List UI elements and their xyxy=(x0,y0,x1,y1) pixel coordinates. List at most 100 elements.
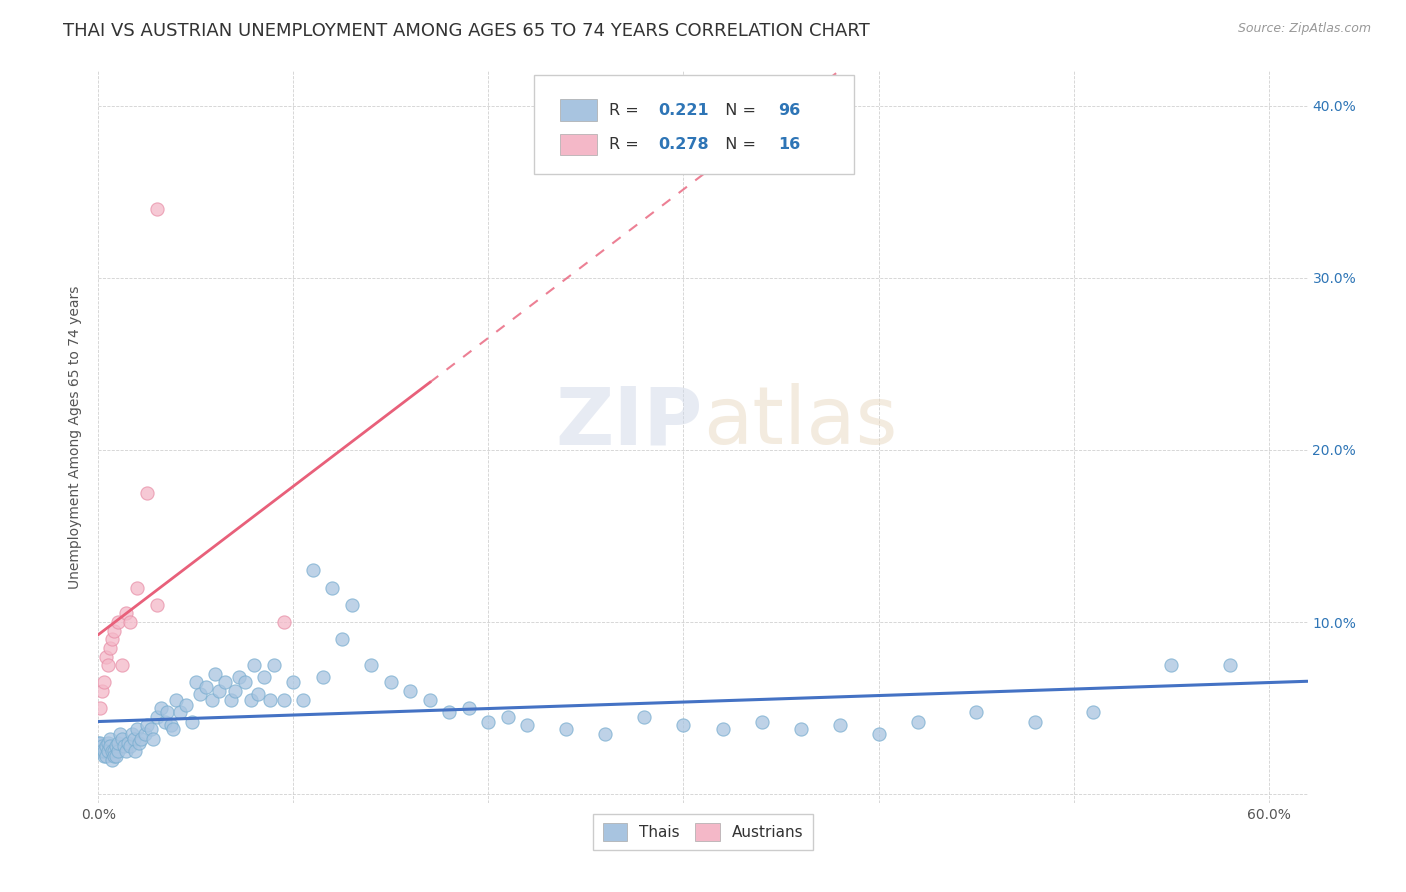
Point xyxy=(228,670,250,684)
Point xyxy=(136,718,159,732)
Text: ZIP: ZIP xyxy=(555,384,703,461)
Point xyxy=(312,670,335,684)
Point xyxy=(224,684,246,698)
Point xyxy=(96,649,118,664)
Text: R =: R = xyxy=(609,137,644,152)
Point xyxy=(93,675,115,690)
Text: 0.278: 0.278 xyxy=(658,137,709,152)
Point xyxy=(360,658,382,673)
Point xyxy=(117,735,139,749)
Point xyxy=(146,598,169,612)
Point xyxy=(283,675,305,690)
Point xyxy=(259,692,281,706)
Point xyxy=(87,735,110,749)
Point xyxy=(292,692,315,706)
Point xyxy=(239,692,262,706)
Point xyxy=(91,744,114,758)
Point xyxy=(107,615,129,629)
Point xyxy=(204,666,226,681)
Point xyxy=(399,684,422,698)
Point xyxy=(121,727,143,741)
Y-axis label: Unemployment Among Ages 65 to 74 years: Unemployment Among Ages 65 to 74 years xyxy=(69,285,83,589)
Point xyxy=(907,714,929,729)
Point xyxy=(98,732,121,747)
Point xyxy=(114,744,136,758)
Point xyxy=(111,732,134,747)
Point xyxy=(672,718,695,732)
Point xyxy=(555,722,578,736)
Point xyxy=(96,739,118,753)
Point xyxy=(97,744,120,758)
Point xyxy=(139,722,162,736)
Point xyxy=(153,714,176,729)
Point xyxy=(103,749,125,764)
Point xyxy=(136,486,159,500)
Point xyxy=(142,732,165,747)
Point xyxy=(91,739,114,753)
Point xyxy=(98,640,121,655)
Text: THAI VS AUSTRIAN UNEMPLOYMENT AMONG AGES 65 TO 74 YEARS CORRELATION CHART: THAI VS AUSTRIAN UNEMPLOYMENT AMONG AGES… xyxy=(63,22,870,40)
Point xyxy=(1160,658,1182,673)
Point xyxy=(496,710,519,724)
Point xyxy=(273,615,295,629)
Point xyxy=(93,744,115,758)
Point xyxy=(93,749,115,764)
Point xyxy=(330,632,353,647)
Point xyxy=(633,710,655,724)
Point xyxy=(828,718,851,732)
Point xyxy=(101,632,124,647)
Point xyxy=(131,732,153,747)
Point xyxy=(419,692,441,706)
Point xyxy=(340,598,363,612)
Point xyxy=(108,727,131,741)
Point xyxy=(89,735,111,749)
Text: Source: ZipAtlas.com: Source: ZipAtlas.com xyxy=(1237,22,1371,36)
Point xyxy=(104,739,127,753)
Point xyxy=(127,722,149,736)
Point xyxy=(101,744,124,758)
Point xyxy=(134,727,156,741)
Point xyxy=(118,615,141,629)
Point xyxy=(247,687,270,701)
Point xyxy=(165,692,187,706)
Point xyxy=(1081,705,1104,719)
Point xyxy=(208,684,231,698)
Point xyxy=(868,727,890,741)
Point xyxy=(128,735,150,749)
Point xyxy=(103,744,125,758)
Point xyxy=(965,705,987,719)
Point xyxy=(98,739,121,753)
Point xyxy=(243,658,266,673)
Point xyxy=(439,705,461,719)
Point xyxy=(112,739,135,753)
Point xyxy=(273,692,295,706)
Point xyxy=(477,714,499,729)
Point xyxy=(97,658,120,673)
Point xyxy=(751,714,773,729)
Point xyxy=(146,202,169,216)
Point xyxy=(127,581,149,595)
Point xyxy=(214,675,236,690)
Point xyxy=(96,749,118,764)
Point xyxy=(156,705,179,719)
Point xyxy=(194,681,217,695)
Point xyxy=(595,727,617,741)
Text: 0.221: 0.221 xyxy=(658,103,709,118)
Point xyxy=(104,749,127,764)
Point xyxy=(89,744,111,758)
Point xyxy=(149,701,172,715)
Point xyxy=(162,722,184,736)
Point xyxy=(200,692,222,706)
Point xyxy=(1024,714,1046,729)
Point xyxy=(711,722,734,736)
Point xyxy=(253,670,276,684)
Point xyxy=(107,744,129,758)
Point xyxy=(107,735,129,749)
Text: N =: N = xyxy=(716,103,761,118)
Text: R =: R = xyxy=(609,103,644,118)
Point xyxy=(321,581,343,595)
Point xyxy=(302,564,325,578)
Point xyxy=(91,684,114,698)
Point xyxy=(181,714,204,729)
Point xyxy=(114,607,136,621)
